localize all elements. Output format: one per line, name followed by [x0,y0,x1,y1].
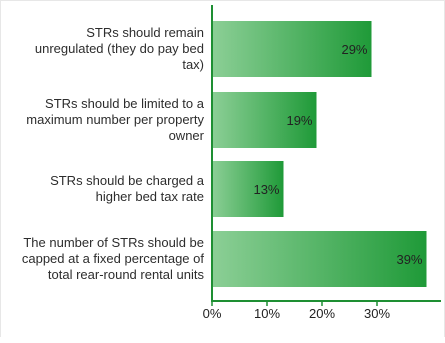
x-tick-label-2: 10% [254,306,280,321]
bar-3 [212,161,284,217]
category-label-3: STRs should be charged a higher bed tax r… [50,173,205,204]
bar-2 [212,92,317,148]
category-label-2: STRs should be limited to a maximum numbe… [26,96,205,143]
category-label-4: The number of STRs should be capped at a … [22,235,205,282]
x-tick-label-1: 0% [203,306,222,321]
bar-value-label-4: 39% [396,252,422,267]
category-label-1: STRs should remain unregulated (they do p… [35,25,204,72]
bars-layer: 29% 19% 13% 39% [212,21,427,287]
category-labels-layer: STRs should remain unregulated (they do p… [22,25,205,282]
x-tick-label-4: 30% [364,306,390,321]
x-axis: 0% 10% 20% 30% [203,5,441,321]
bar-value-label-1: 29% [341,42,367,57]
horizontal-bar-chart: 29% 19% 13% 39% STRs should remain unregulat… [22,5,441,321]
bar-4 [212,231,427,287]
x-tick-label-3: 20% [309,306,335,321]
bar-1 [212,21,372,77]
bar-value-label-2: 19% [286,113,312,128]
bar-value-label-3: 13% [253,182,279,197]
